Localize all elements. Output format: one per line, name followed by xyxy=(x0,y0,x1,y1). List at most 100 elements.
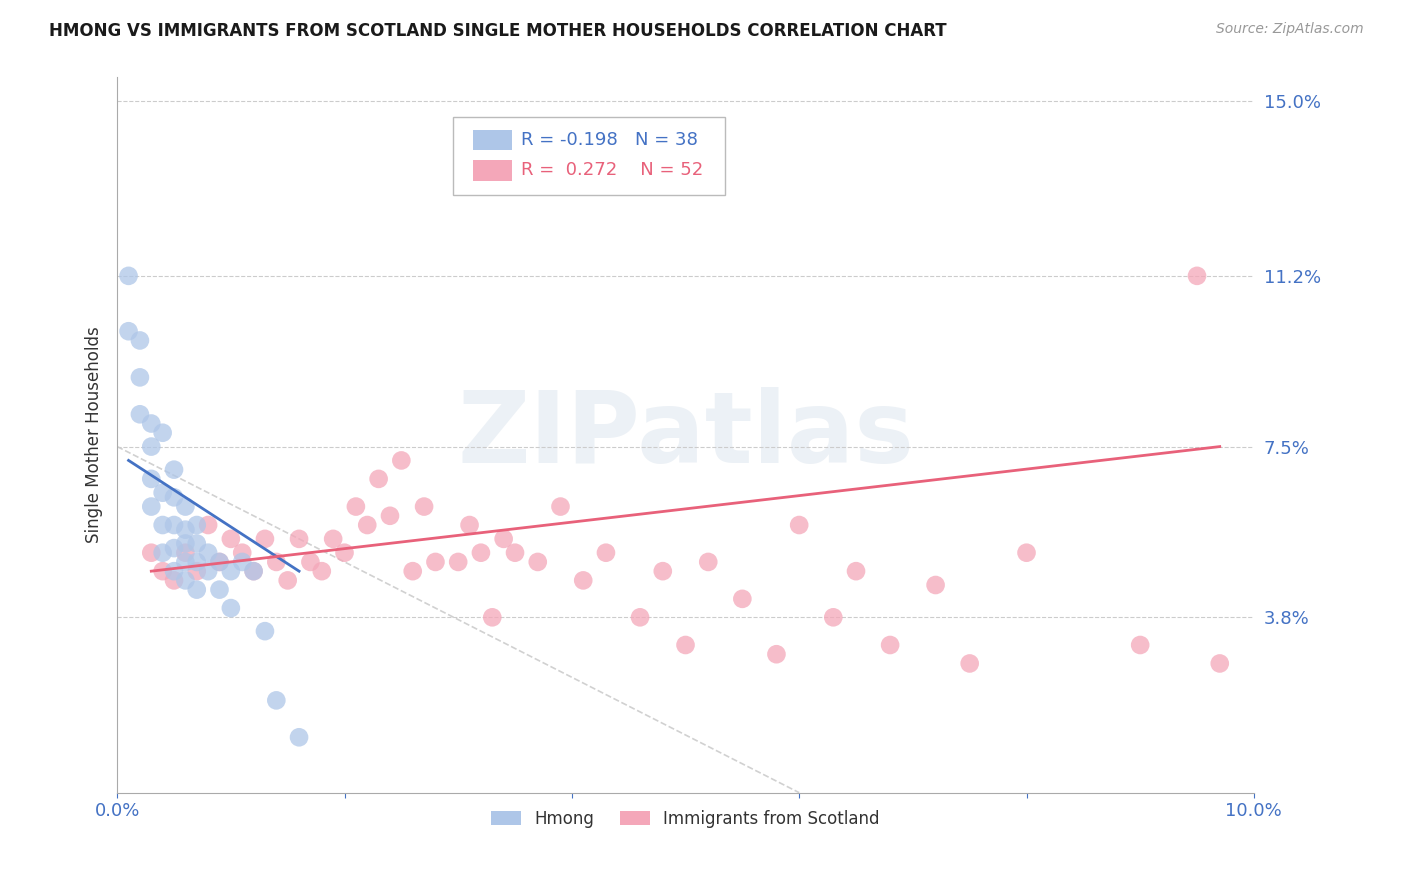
Point xyxy=(197,518,219,533)
Point xyxy=(231,546,253,560)
Point xyxy=(186,555,208,569)
Point xyxy=(1185,268,1208,283)
Point xyxy=(141,546,163,560)
Point xyxy=(526,555,548,569)
Text: ZIPatlas: ZIPatlas xyxy=(457,386,914,483)
Point xyxy=(503,546,526,560)
Point xyxy=(186,536,208,550)
Text: HMONG VS IMMIGRANTS FROM SCOTLAND SINGLE MOTHER HOUSEHOLDS CORRELATION CHART: HMONG VS IMMIGRANTS FROM SCOTLAND SINGLE… xyxy=(49,22,946,40)
Point xyxy=(333,546,356,560)
Point xyxy=(174,555,197,569)
Text: R =  0.272    N = 52: R = 0.272 N = 52 xyxy=(520,161,703,179)
Point xyxy=(823,610,845,624)
Point xyxy=(219,564,242,578)
Y-axis label: Single Mother Households: Single Mother Households xyxy=(86,326,103,543)
Point xyxy=(481,610,503,624)
Text: R = -0.198   N = 38: R = -0.198 N = 38 xyxy=(520,130,697,149)
FancyBboxPatch shape xyxy=(472,161,512,181)
Point xyxy=(186,564,208,578)
Point xyxy=(186,518,208,533)
FancyBboxPatch shape xyxy=(453,117,725,195)
Point xyxy=(117,324,139,338)
Point xyxy=(879,638,901,652)
Point xyxy=(288,731,311,745)
Point xyxy=(186,582,208,597)
Point xyxy=(253,532,276,546)
Point xyxy=(266,555,288,569)
Point xyxy=(731,591,754,606)
Point xyxy=(197,546,219,560)
Point xyxy=(492,532,515,546)
Point xyxy=(1129,638,1152,652)
Point xyxy=(697,555,720,569)
Legend: Hmong, Immigrants from Scotland: Hmong, Immigrants from Scotland xyxy=(485,803,886,834)
Point xyxy=(425,555,447,569)
Point xyxy=(959,657,981,671)
Point xyxy=(299,555,322,569)
Point xyxy=(628,610,651,624)
Point xyxy=(174,536,197,550)
Point xyxy=(163,541,186,555)
Point xyxy=(208,582,231,597)
Point xyxy=(253,624,276,639)
Point xyxy=(389,453,412,467)
Point xyxy=(470,546,492,560)
Point xyxy=(356,518,378,533)
Point xyxy=(447,555,470,569)
Point xyxy=(129,370,152,384)
Point xyxy=(242,564,264,578)
Point xyxy=(1209,657,1232,671)
Point xyxy=(219,532,242,546)
Point xyxy=(141,472,163,486)
Point xyxy=(163,491,186,505)
Point xyxy=(675,638,697,652)
Point xyxy=(402,564,425,578)
Point xyxy=(117,268,139,283)
Point xyxy=(197,564,219,578)
Point xyxy=(163,574,186,588)
Point xyxy=(163,518,186,533)
Point xyxy=(152,546,174,560)
Point xyxy=(413,500,436,514)
Point xyxy=(277,574,299,588)
Point xyxy=(208,555,231,569)
Point xyxy=(242,564,264,578)
Point xyxy=(458,518,481,533)
Point xyxy=(765,647,787,661)
Point xyxy=(152,564,174,578)
Point xyxy=(572,574,595,588)
Point xyxy=(595,546,617,560)
Point xyxy=(174,574,197,588)
Point xyxy=(141,500,163,514)
Point xyxy=(152,518,174,533)
Point xyxy=(174,546,197,560)
Text: Source: ZipAtlas.com: Source: ZipAtlas.com xyxy=(1216,22,1364,37)
Point xyxy=(1015,546,1038,560)
Point xyxy=(141,440,163,454)
Point xyxy=(152,425,174,440)
Point xyxy=(163,463,186,477)
Point xyxy=(367,472,389,486)
Point xyxy=(152,485,174,500)
Point xyxy=(787,518,810,533)
Point xyxy=(163,564,186,578)
Point xyxy=(311,564,333,578)
Point xyxy=(141,417,163,431)
Point xyxy=(845,564,868,578)
Point xyxy=(129,334,152,348)
Point xyxy=(924,578,946,592)
Point xyxy=(550,500,572,514)
Point xyxy=(288,532,311,546)
Point xyxy=(231,555,253,569)
Point xyxy=(174,500,197,514)
Point xyxy=(266,693,288,707)
Point xyxy=(174,523,197,537)
Point xyxy=(322,532,344,546)
Point xyxy=(208,555,231,569)
Point xyxy=(219,601,242,615)
Point xyxy=(129,407,152,421)
Point xyxy=(378,508,401,523)
FancyBboxPatch shape xyxy=(472,129,512,151)
Point xyxy=(651,564,673,578)
Point xyxy=(344,500,367,514)
